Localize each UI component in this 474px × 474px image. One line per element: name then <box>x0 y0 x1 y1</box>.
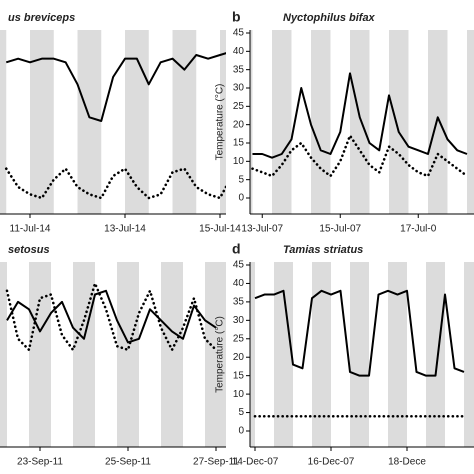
y-tick-label: 35 <box>233 297 245 308</box>
night-band <box>250 262 255 447</box>
night-band <box>117 262 139 447</box>
y-tick-label: 5 <box>238 174 244 185</box>
x-tick-label: 25-Sep-11 <box>105 457 151 468</box>
night-band <box>77 30 102 214</box>
panel-title: Nyctophilus bifax <box>283 12 376 24</box>
y-tick-label: 30 <box>233 315 245 326</box>
y-tick-label: 45 <box>233 260 245 271</box>
night-band <box>312 262 331 447</box>
y-tick-label: 5 <box>238 407 244 418</box>
panel-title: us breviceps <box>8 12 75 24</box>
y-tick-label: 20 <box>233 352 245 363</box>
x-tick-label: 15-Jul-07 <box>319 224 361 235</box>
x-tick-label: 13-Jul-07 <box>241 224 283 235</box>
night-band <box>172 30 197 214</box>
night-band <box>220 30 226 214</box>
night-band <box>350 262 369 447</box>
night-band <box>0 30 7 214</box>
x-tick-label: 23-Sep-11 <box>17 457 63 468</box>
y-tick-label: 20 <box>233 119 245 130</box>
x-tick-label: 27-Sep-11 <box>193 457 239 468</box>
y-tick-label: 0 <box>238 193 244 204</box>
series-line <box>4 167 226 200</box>
x-tick-label: 13-Jul-14 <box>104 224 146 235</box>
y-tick-label: 15 <box>233 370 245 381</box>
plot-area <box>250 30 474 214</box>
y-tick-label: 30 <box>233 83 245 94</box>
panel-label: b <box>232 9 241 25</box>
x-tick-label: 11-Jul-14 <box>10 224 51 235</box>
panel-title: setosus <box>8 244 50 256</box>
series-line <box>251 134 469 178</box>
y-axis-label: Temperature (°C) <box>215 84 226 161</box>
night-band <box>30 30 54 214</box>
panel-title: Tamias striatus <box>283 244 363 256</box>
night-band <box>389 30 409 214</box>
night-band <box>350 30 370 214</box>
plot-area <box>0 262 226 447</box>
x-tick-label: 16-Dec-07 <box>308 457 355 468</box>
night-band <box>0 262 7 447</box>
y-tick-label: 15 <box>233 138 245 149</box>
plot-area <box>250 262 474 447</box>
x-tick-label: 18-Dece <box>388 457 426 468</box>
series-line <box>252 72 468 159</box>
y-tick-label: 40 <box>233 46 245 57</box>
night-band <box>29 262 51 447</box>
night-band <box>426 262 445 447</box>
night-band <box>274 262 293 447</box>
night-band <box>388 262 407 447</box>
series-line <box>6 289 217 344</box>
series-line <box>5 52 226 122</box>
plot-area <box>0 30 226 214</box>
night-band <box>73 262 95 447</box>
x-tick-label: 15-Jul-14 <box>199 224 241 235</box>
y-tick-label: 25 <box>233 101 245 112</box>
y-axis-label: Temperature (°C) <box>215 316 226 393</box>
y-tick-label: 35 <box>233 64 245 75</box>
panel-label: d <box>232 241 241 257</box>
y-tick-label: 25 <box>233 333 245 344</box>
series-line <box>5 282 218 352</box>
night-band <box>161 262 183 447</box>
y-tick-label: 10 <box>233 156 245 167</box>
y-tick-label: 0 <box>238 426 244 437</box>
series-line <box>254 289 465 377</box>
night-band <box>205 262 226 447</box>
night-band <box>464 262 474 447</box>
night-band <box>250 30 253 214</box>
x-tick-label: 17-Jul-0 <box>400 224 437 235</box>
night-band <box>467 30 474 214</box>
night-band <box>428 30 448 214</box>
y-tick-label: 10 <box>233 389 245 400</box>
y-tick-label: 40 <box>233 278 245 289</box>
night-band <box>272 30 292 214</box>
x-tick-label: 14-Dec-07 <box>232 457 279 468</box>
night-band <box>311 30 331 214</box>
y-tick-label: 45 <box>233 28 245 39</box>
night-band <box>125 30 149 214</box>
